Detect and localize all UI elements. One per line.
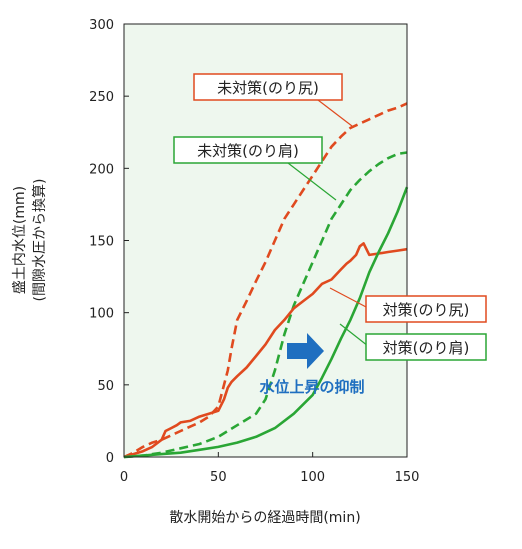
label-mitaisaku-nori-kata: 未対策(のり肩) xyxy=(197,142,299,160)
label-box-mitaisaku-nori-kata xyxy=(173,136,323,164)
series-line-2 xyxy=(123,151,408,459)
y-axis-subtitle: (間隙水圧から換算) xyxy=(32,179,48,302)
y-tick-label: 0 xyxy=(106,451,114,466)
label-box-mitaisaku-nori-jiri xyxy=(193,73,343,101)
x-ticks: 0 50 100 150 xyxy=(120,452,420,485)
x-tick-label: 50 xyxy=(210,470,227,485)
suppression-arrow-icon xyxy=(287,333,324,369)
y-tick-label: 50 xyxy=(97,379,114,394)
label-box-taisaku-nori-jiri xyxy=(365,295,487,323)
y-tick-label: 300 xyxy=(89,18,114,33)
label-mitaisaku-nori-jiri: 未対策(のり尻) xyxy=(217,79,319,97)
series-layer xyxy=(123,102,409,459)
y-tick-label: 250 xyxy=(89,90,114,105)
series-line-4 xyxy=(123,186,409,459)
y-axis-title: 盛土内水位(mm) xyxy=(12,186,28,294)
label-taisaku-nori-jiri: 対策(のり尻) xyxy=(383,301,470,319)
label-taisaku-nori-kata: 対策(のり肩) xyxy=(383,339,470,357)
y-tick-label: 100 xyxy=(89,307,114,322)
suppression-note: 水位上昇の抑制 xyxy=(259,378,364,396)
leader-taisaku-nori-jiri xyxy=(329,287,369,309)
x-tick-label: 150 xyxy=(395,470,420,485)
series-line-3 xyxy=(123,242,408,459)
y-tick-label: 200 xyxy=(89,162,114,177)
x-tick-label: 0 xyxy=(120,470,128,485)
leader-taisaku-nori-kata xyxy=(339,323,369,347)
x-axis-title: 散水開始からの経過時間(min) xyxy=(169,510,360,526)
leader-mitaisaku-nori-kata xyxy=(287,162,337,201)
series-line-1 xyxy=(123,102,408,459)
y-ticks: 0 50 100 150 200 250 300 xyxy=(89,18,129,466)
leader-mitaisaku-nori-jiri xyxy=(317,99,353,127)
x-tick-label: 100 xyxy=(300,470,325,485)
label-box-taisaku-nori-kata xyxy=(365,333,487,361)
y-tick-label: 150 xyxy=(89,235,114,250)
